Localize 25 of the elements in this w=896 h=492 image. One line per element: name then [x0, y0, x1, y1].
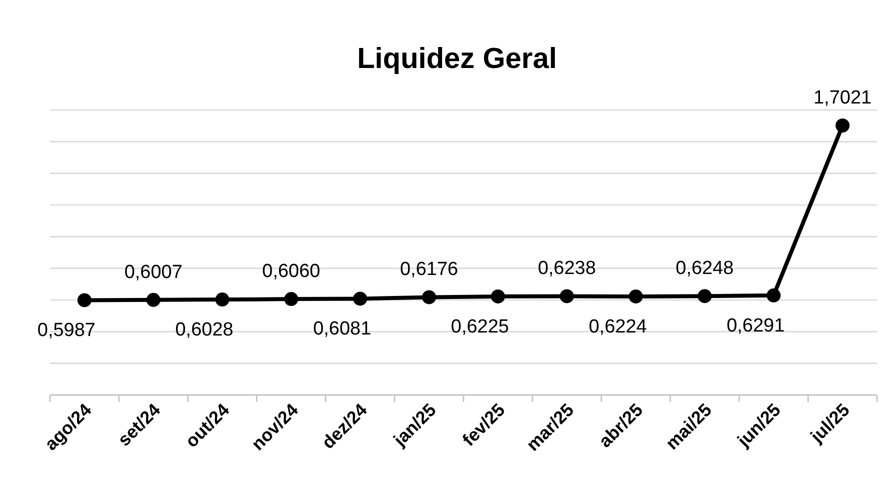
- point: [146, 292, 160, 307]
- point: [836, 118, 850, 132]
- point: [766, 288, 781, 302]
- data-label: 0,6238: [538, 258, 596, 280]
- data-label: 0,6081: [313, 318, 372, 340]
- point: [215, 292, 230, 307]
- point: [77, 293, 92, 308]
- point: [284, 292, 298, 306]
- point: [353, 292, 368, 306]
- data-label: 0,6176: [400, 259, 458, 280]
- chart-title: Liquidez Geral: [357, 43, 557, 75]
- data-label: 0,6224: [588, 316, 648, 338]
- data-label: 0,6028: [175, 320, 234, 341]
- data-label: 0,6007: [124, 262, 182, 283]
- data-label: 0,5987: [37, 320, 96, 342]
- point: [698, 289, 712, 304]
- data-label: 1,7021: [813, 88, 872, 108]
- data-label: 0,6248: [676, 258, 734, 280]
- point: [560, 289, 574, 304]
- point: [628, 289, 643, 304]
- point: [490, 289, 505, 304]
- data-label: 0,6225: [450, 316, 510, 338]
- point: [422, 290, 436, 304]
- data-label: 0,6291: [726, 315, 785, 336]
- data-label: 0,6060: [262, 261, 320, 282]
